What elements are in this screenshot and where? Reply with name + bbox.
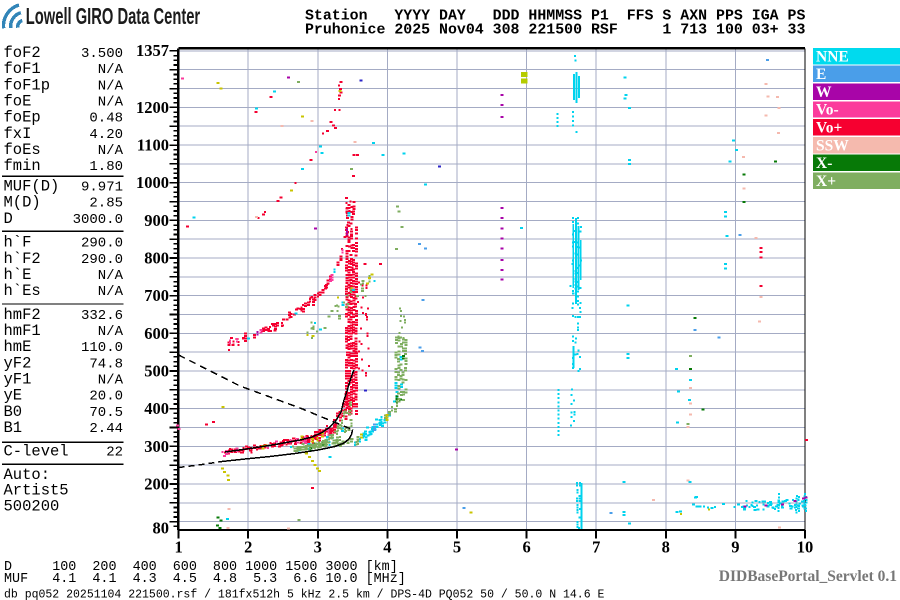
svg-text:N/A: N/A	[98, 373, 124, 389]
svg-text:1000: 1000	[136, 173, 169, 192]
svg-text:X+: X+	[816, 173, 836, 190]
svg-text:290.0: 290.0	[81, 252, 123, 268]
svg-text:20.0: 20.0	[89, 389, 123, 405]
svg-text:foEs: foEs	[4, 141, 41, 159]
svg-text:2.44: 2.44	[89, 421, 123, 437]
svg-text:foF2: foF2	[4, 44, 41, 62]
svg-text:10: 10	[797, 538, 814, 557]
svg-text:foEp: foEp	[4, 109, 41, 127]
svg-text:600: 600	[144, 324, 169, 343]
svg-text:B1: B1	[4, 419, 23, 437]
svg-text:hmF2: hmF2	[4, 306, 41, 324]
svg-text:1.80: 1.80	[89, 159, 123, 175]
svg-text:70.5: 70.5	[89, 405, 123, 421]
svg-text:N/A: N/A	[98, 268, 124, 284]
svg-text:3: 3	[314, 538, 322, 557]
svg-text:hmE: hmE	[4, 338, 32, 356]
svg-text:300: 300	[144, 437, 169, 456]
svg-text:yF1: yF1	[4, 371, 32, 389]
svg-text:2.85: 2.85	[89, 196, 123, 212]
svg-text:110.0: 110.0	[81, 340, 123, 356]
svg-text:9: 9	[731, 538, 739, 557]
svg-text:h`F: h`F	[4, 234, 32, 252]
svg-text:DIDBasePortal_Servlet 0.1: DIDBasePortal_Servlet 0.1	[719, 568, 897, 585]
svg-text:74.8: 74.8	[89, 356, 123, 372]
svg-text:yE: yE	[4, 387, 23, 405]
svg-text:Artist5: Artist5	[4, 482, 69, 500]
svg-text:N/A: N/A	[98, 62, 124, 78]
svg-text:3.500: 3.500	[81, 46, 123, 62]
svg-text:900: 900	[144, 211, 169, 230]
svg-text:h`Es: h`Es	[4, 282, 41, 300]
svg-text:X-: X-	[816, 155, 832, 172]
svg-text:W: W	[816, 84, 832, 101]
svg-text:N/A: N/A	[98, 78, 124, 94]
svg-text:N/A: N/A	[98, 324, 124, 340]
svg-text:22: 22	[106, 444, 123, 460]
svg-text:1100: 1100	[137, 136, 169, 155]
svg-text:Vo+: Vo+	[816, 120, 843, 137]
svg-text:h`F2: h`F2	[4, 250, 41, 268]
svg-text:500200: 500200	[4, 497, 60, 515]
svg-text:700: 700	[144, 286, 169, 305]
svg-text:1357: 1357	[136, 41, 169, 60]
svg-text:Station YYYY DAY DDD HHMMS: Station YYYY DAY DDD HHMMSS P1 FFS S AXN…	[305, 8, 805, 24]
svg-text:4.20: 4.20	[89, 127, 123, 143]
svg-text:NNE: NNE	[816, 48, 849, 65]
svg-text:6: 6	[522, 538, 530, 557]
svg-text:hmF1: hmF1	[4, 322, 41, 340]
svg-text:Vo-: Vo-	[816, 102, 839, 119]
svg-text:C-level: C-level	[4, 442, 69, 460]
svg-text:1: 1	[174, 538, 182, 557]
svg-text:M(D): M(D)	[4, 194, 41, 212]
svg-text:db pq052 20251104 221500.rsf /: db pq052 20251104 221500.rsf / 181fx512h…	[4, 589, 604, 600]
svg-text:4: 4	[383, 538, 391, 557]
svg-text:8: 8	[662, 538, 670, 557]
svg-text:80: 80	[153, 519, 170, 538]
svg-text:400: 400	[144, 399, 169, 418]
svg-text:SSW: SSW	[816, 137, 849, 154]
svg-text:290.0: 290.0	[81, 236, 123, 252]
svg-text:D: D	[4, 210, 13, 228]
svg-text:MUF(D): MUF(D)	[4, 178, 60, 196]
svg-text:foE: foE	[4, 92, 32, 110]
svg-text:N/A: N/A	[98, 143, 124, 159]
svg-text:9.971: 9.971	[81, 180, 123, 196]
svg-text:500: 500	[144, 362, 169, 381]
svg-text:fxI: fxI	[4, 125, 32, 143]
svg-text:h`E: h`E	[4, 266, 32, 284]
svg-text:3000.0: 3000.0	[73, 212, 123, 228]
svg-text:fmin: fmin	[4, 157, 41, 175]
svg-text:332.6: 332.6	[81, 308, 123, 324]
svg-text:foF1p: foF1p	[4, 76, 51, 94]
svg-text:N/A: N/A	[98, 284, 124, 300]
svg-text:7: 7	[592, 538, 600, 557]
svg-text:2: 2	[244, 538, 252, 557]
svg-text:D 100 200 400 600 800: D 100 200 400 600 800 1000 1500 3000 [km…	[4, 560, 398, 575]
svg-text:foF1: foF1	[4, 60, 41, 78]
svg-text:200: 200	[144, 475, 169, 494]
svg-text:0.48: 0.48	[89, 111, 123, 127]
svg-text:Pruhonice 2025 Nov04 308 22150: Pruhonice 2025 Nov04 308 221500 RSF 1 71…	[305, 22, 805, 38]
svg-text:Lowell GIRO Data Center: Lowell GIRO Data Center	[26, 4, 201, 30]
svg-text:yF2: yF2	[4, 354, 32, 372]
svg-text:B0: B0	[4, 403, 23, 421]
svg-text:800: 800	[144, 249, 169, 268]
svg-text:Auto:: Auto:	[4, 466, 51, 484]
svg-text:5: 5	[453, 538, 461, 557]
svg-text:MUF 4.1 4.1 4.3 4.5 4.8: MUF 4.1 4.1 4.3 4.5 4.8 5.3 6.6 10.0 [MH…	[4, 572, 406, 587]
svg-text:1200: 1200	[136, 98, 169, 117]
svg-text:N/A: N/A	[98, 94, 124, 110]
svg-text:E: E	[816, 66, 826, 83]
